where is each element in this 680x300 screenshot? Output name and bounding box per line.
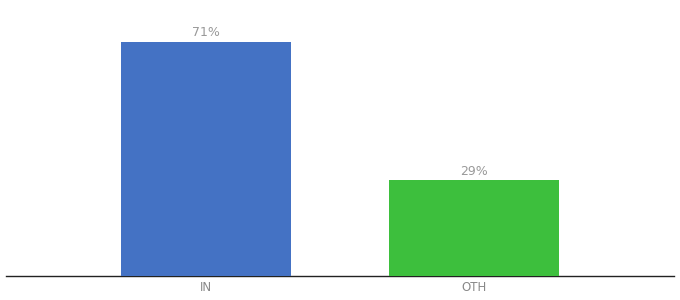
Text: 71%: 71% (192, 26, 220, 39)
Bar (389, 180, 559, 276)
Text: 29%: 29% (460, 165, 488, 178)
Bar (121, 42, 291, 276)
